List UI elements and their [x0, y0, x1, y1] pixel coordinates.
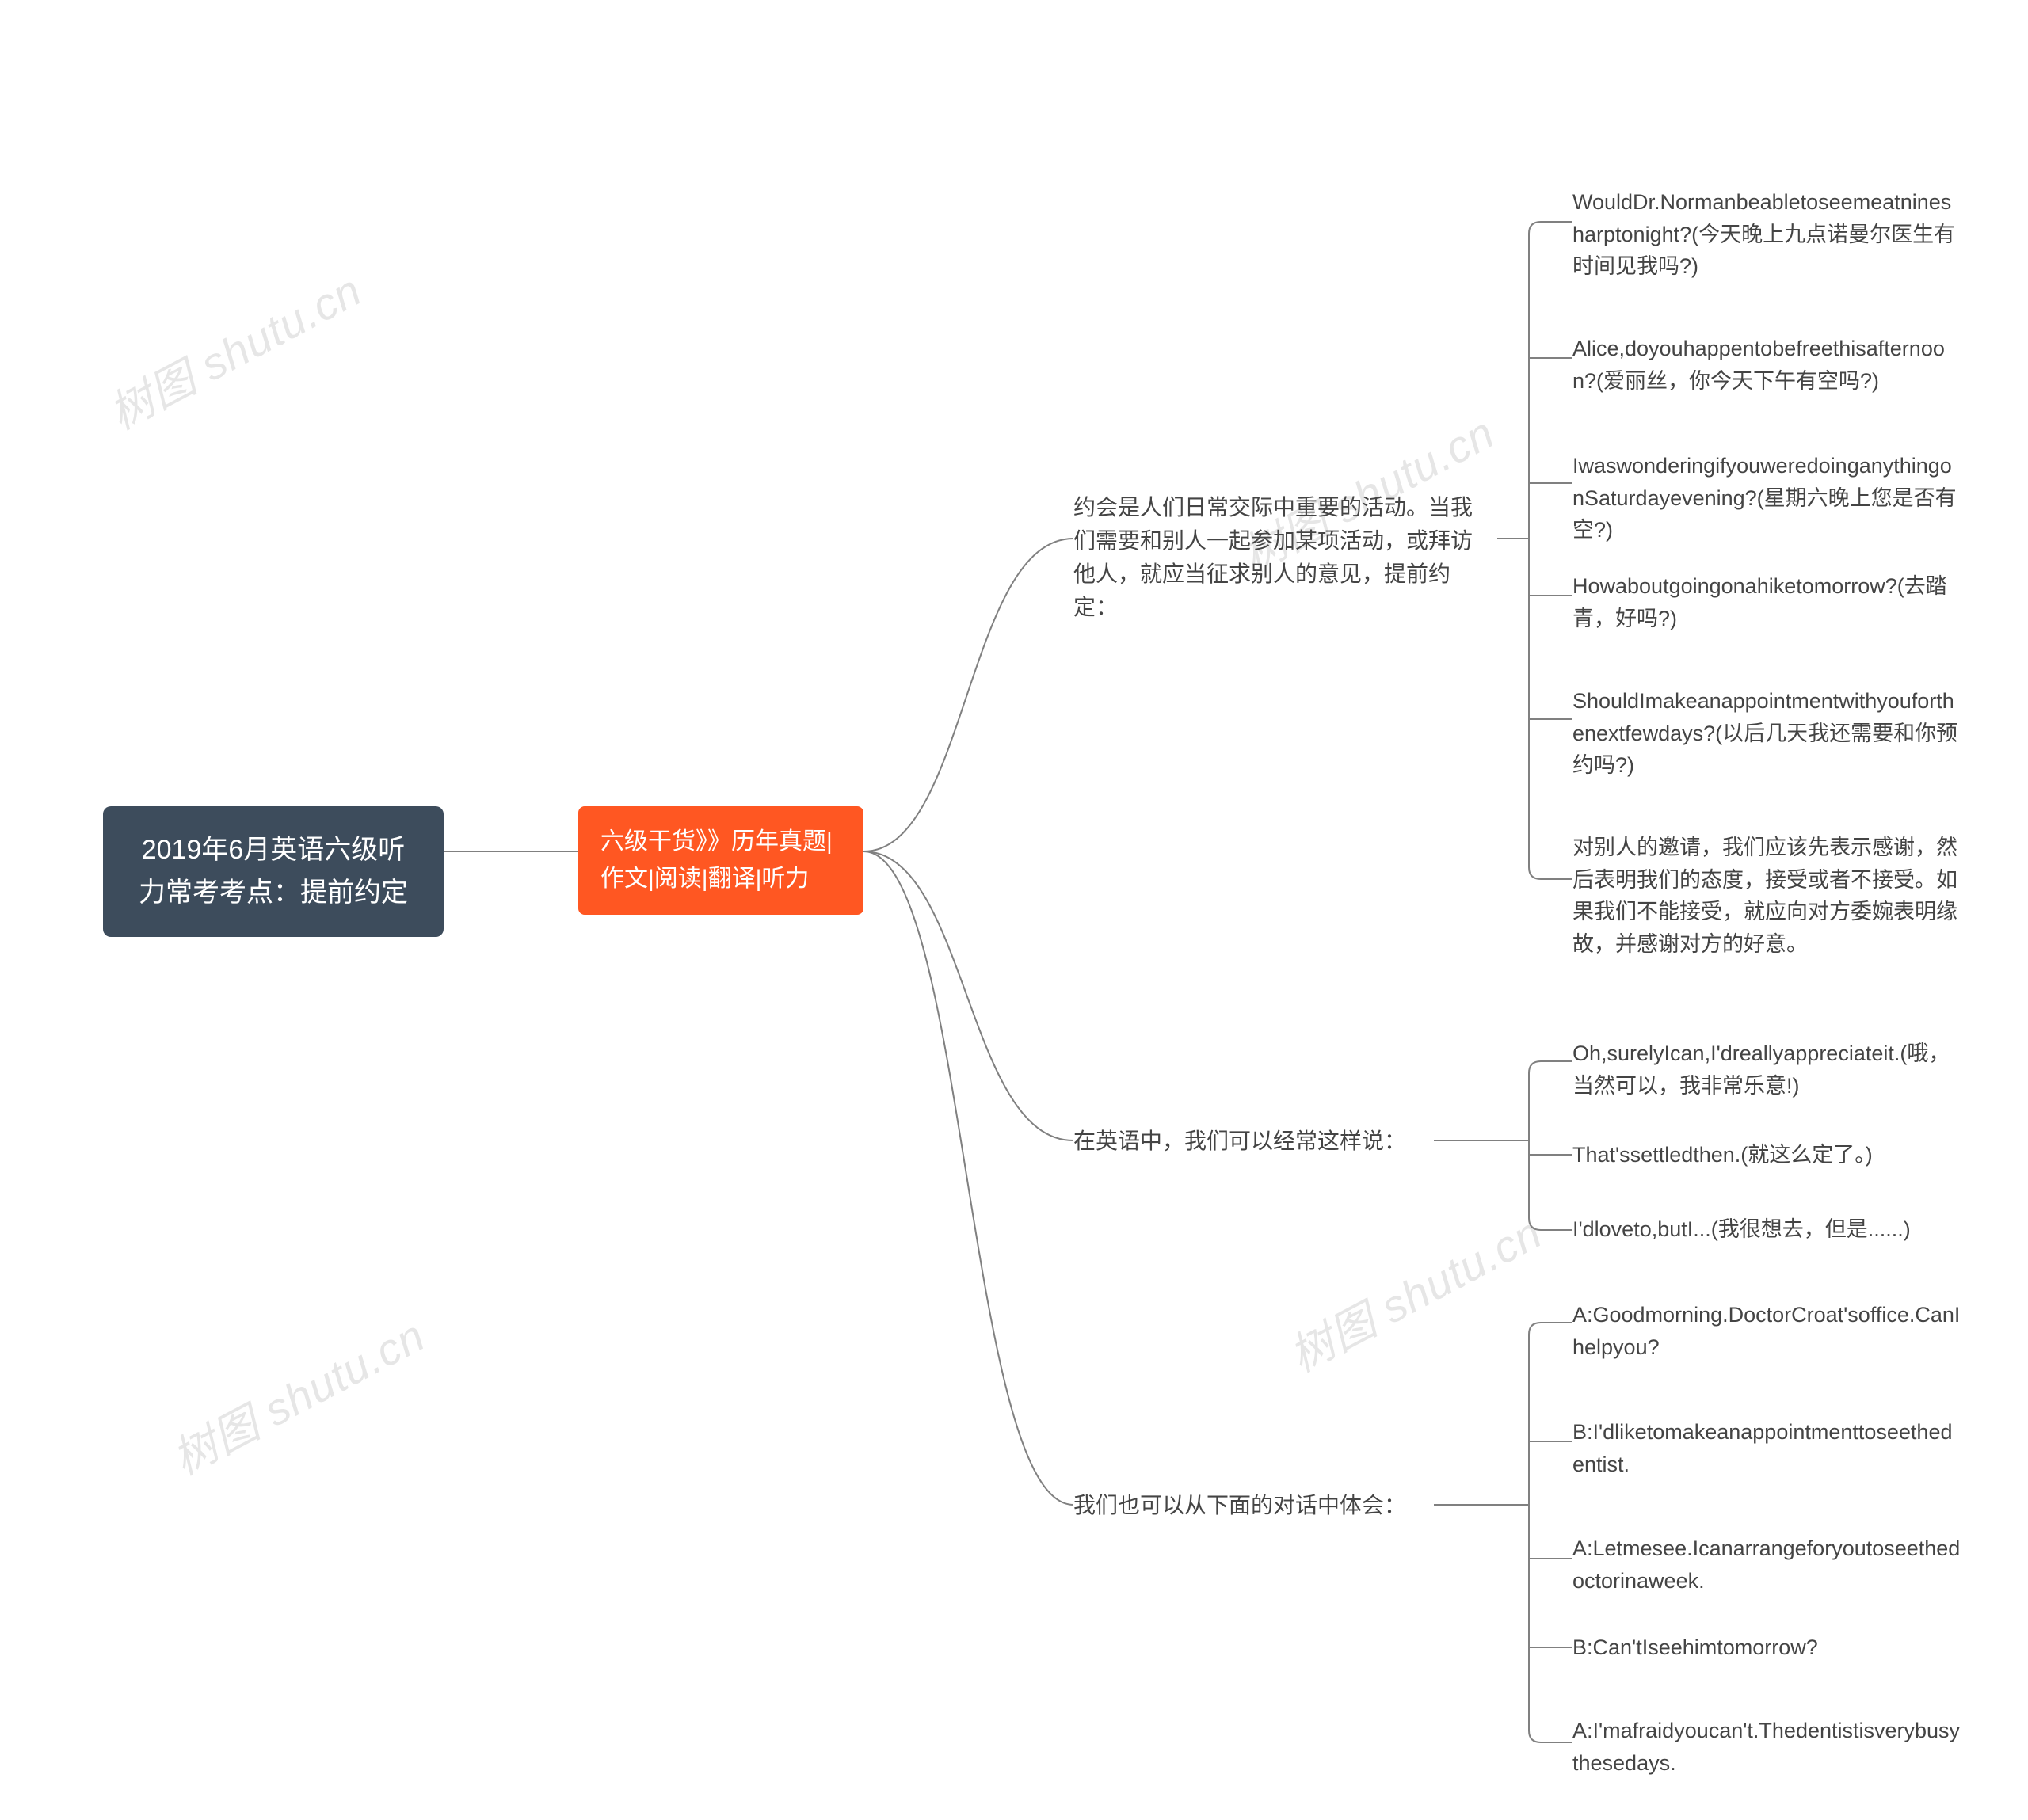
leaf-node[interactable]: B:I'dliketomakeanappointmenttoseethedent… — [1572, 1416, 1961, 1480]
watermark: 树图 shutu.cn — [1276, 1198, 1551, 1385]
root-node[interactable]: 2019年6月英语六级听力常考考点：提前约定 — [103, 806, 444, 937]
category-node[interactable]: 六级干货》》历年真题|作文|阅读|翻译|听力 — [578, 806, 863, 915]
watermark: 树图 shutu.cn — [159, 1301, 434, 1488]
mid-node-appointment-intro[interactable]: 约会是人们日常交际中重要的活动。当我们需要和别人一起参加某项活动，或拜访他人，就… — [1073, 491, 1485, 624]
leaf-node[interactable]: I'dloveto,butI...(我很想去，但是......) — [1572, 1213, 1961, 1246]
mid-node-english-phrases[interactable]: 在英语中，我们可以经常这样说： — [1073, 1125, 1485, 1158]
leaf-node[interactable]: A:I'mafraidyoucan't.Thedentistisverybusy… — [1572, 1715, 1961, 1779]
leaf-node[interactable]: WouldDr.Normanbeabletoseemeatninesharpto… — [1572, 186, 1961, 283]
leaf-node[interactable]: Alice,doyouhappentobefreethisafternoon?(… — [1572, 333, 1961, 397]
leaf-node[interactable]: A:Goodmorning.DoctorCroat'soffice.CanIhe… — [1572, 1299, 1961, 1363]
leaf-node[interactable]: That'ssettledthen.(就这么定了。) — [1572, 1139, 1961, 1171]
leaf-node[interactable]: 对别人的邀请，我们应该先表示感谢，然后表明我们的态度，接受或者不接受。如果我们不… — [1572, 832, 1961, 960]
watermark: 树图 shutu.cn — [96, 256, 371, 443]
leaf-node[interactable]: IwaswonderingifyouweredoinganythingonSat… — [1572, 450, 1961, 546]
leaf-node[interactable]: A:Letmesee.Icanarrangeforyoutoseethedoct… — [1572, 1533, 1961, 1597]
leaf-node[interactable]: B:Can'tIseehimtomorrow? — [1572, 1632, 1961, 1664]
leaf-node[interactable]: Howaboutgoingonahiketomorrow?(去踏青，好吗?) — [1572, 570, 1961, 634]
leaf-node[interactable]: ShouldImakeanappointmentwithyouforthenex… — [1572, 685, 1961, 782]
leaf-node[interactable]: Oh,surelyIcan,I'dreallyappreciateit.(哦，当… — [1572, 1038, 1961, 1102]
mid-node-dialogue[interactable]: 我们也可以从下面的对话中体会： — [1073, 1489, 1485, 1522]
